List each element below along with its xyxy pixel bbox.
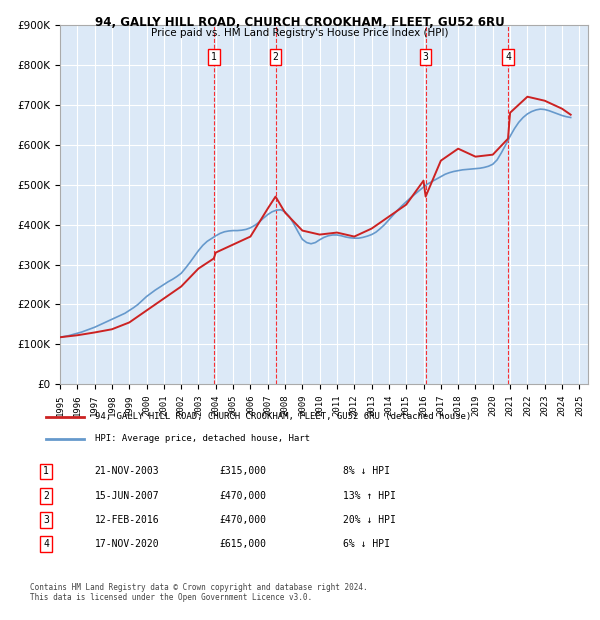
Text: 2: 2: [272, 51, 278, 62]
Text: 13% ↑ HPI: 13% ↑ HPI: [343, 490, 396, 501]
Text: £315,000: £315,000: [219, 466, 266, 476]
Text: 21-NOV-2003: 21-NOV-2003: [95, 466, 160, 476]
Text: 4: 4: [505, 51, 511, 62]
Text: 2: 2: [43, 490, 49, 501]
Text: 4: 4: [43, 539, 49, 549]
Text: 94, GALLY HILL ROAD, CHURCH CROOKHAM, FLEET, GU52 6RU: 94, GALLY HILL ROAD, CHURCH CROOKHAM, FL…: [95, 16, 505, 29]
Text: 1: 1: [211, 51, 217, 62]
Text: Contains HM Land Registry data © Crown copyright and database right 2024.
This d: Contains HM Land Registry data © Crown c…: [30, 583, 368, 602]
Text: 20% ↓ HPI: 20% ↓ HPI: [343, 515, 396, 525]
Text: 1: 1: [43, 466, 49, 476]
Text: HPI: Average price, detached house, Hart: HPI: Average price, detached house, Hart: [95, 434, 310, 443]
Text: 8% ↓ HPI: 8% ↓ HPI: [343, 466, 390, 476]
Text: Price paid vs. HM Land Registry's House Price Index (HPI): Price paid vs. HM Land Registry's House …: [151, 28, 449, 38]
Text: 94, GALLY HILL ROAD, CHURCH CROOKHAM, FLEET, GU52 6RU (detached house): 94, GALLY HILL ROAD, CHURCH CROOKHAM, FL…: [95, 412, 471, 422]
Text: 3: 3: [43, 515, 49, 525]
Text: 12-FEB-2016: 12-FEB-2016: [95, 515, 160, 525]
Text: £470,000: £470,000: [219, 490, 266, 501]
Text: £470,000: £470,000: [219, 515, 266, 525]
Text: 6% ↓ HPI: 6% ↓ HPI: [343, 539, 390, 549]
Text: 15-JUN-2007: 15-JUN-2007: [95, 490, 160, 501]
Text: 17-NOV-2020: 17-NOV-2020: [95, 539, 160, 549]
Text: 3: 3: [422, 51, 428, 62]
Text: £615,000: £615,000: [219, 539, 266, 549]
